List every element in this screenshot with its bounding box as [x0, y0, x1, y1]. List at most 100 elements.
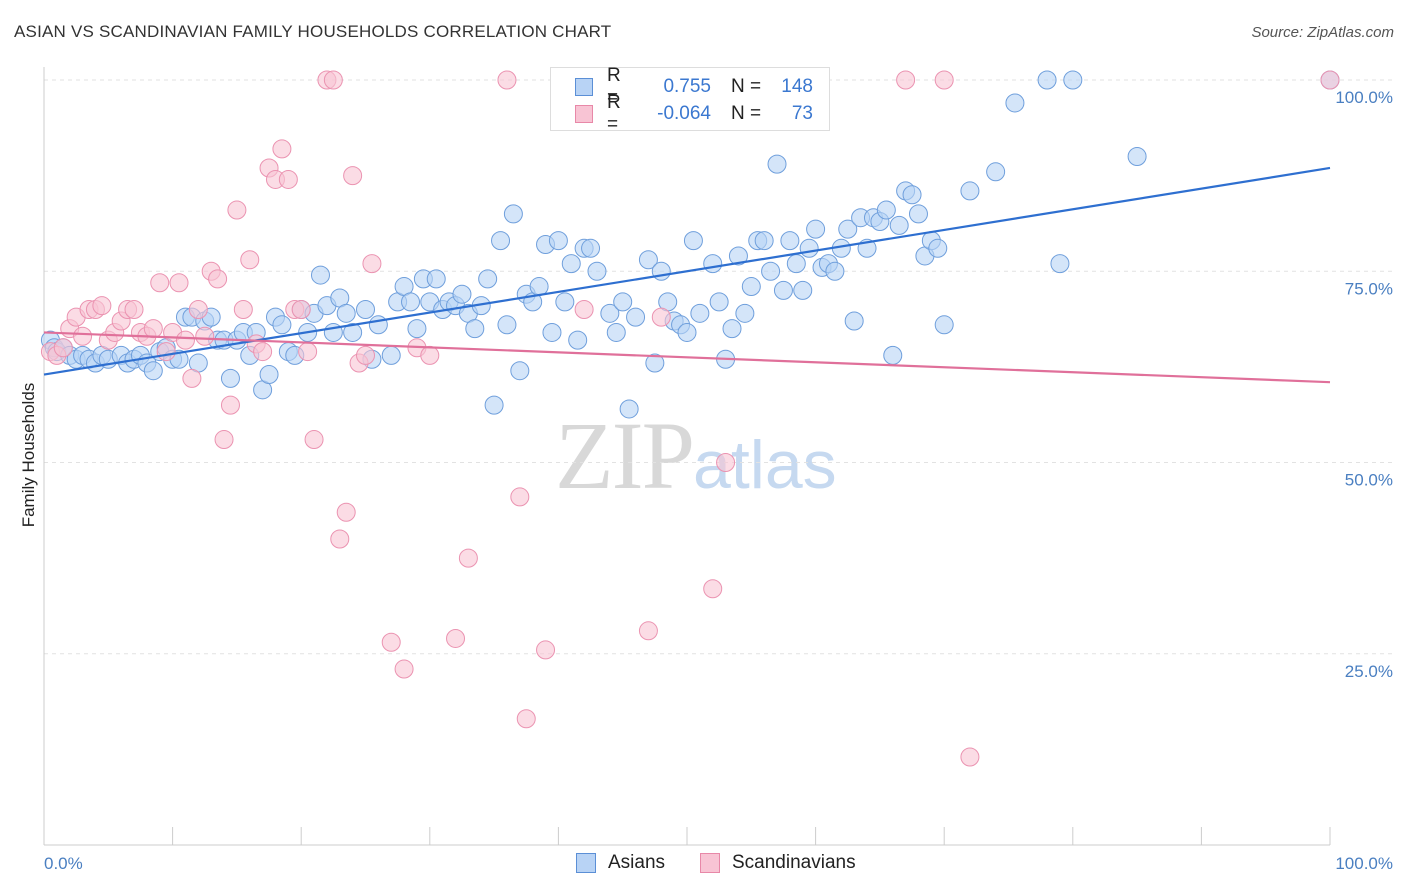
legend-swatch-asians — [575, 78, 593, 96]
scandinavian-point — [574, 300, 594, 319]
asian-point — [677, 322, 697, 342]
asian-point — [690, 303, 710, 323]
asian-point — [606, 322, 626, 342]
asian-point — [587, 261, 607, 281]
asian-point — [793, 280, 813, 300]
asian-point — [542, 322, 562, 342]
y-tick-label: 100.0% — [1335, 88, 1393, 107]
asian-point — [1063, 70, 1083, 90]
scandinavian-point — [240, 250, 260, 270]
y-axis-label: Family Households — [19, 383, 38, 528]
asian-point — [529, 277, 549, 297]
legend-swatch-asians — [576, 853, 596, 873]
asian-point — [806, 219, 826, 239]
scandinavian-point — [356, 345, 375, 365]
asian-point — [272, 315, 292, 335]
scandinavian-point — [497, 70, 517, 90]
asian-point — [613, 292, 633, 312]
series-legend: Asians Scandinavians — [0, 852, 1406, 878]
scandinavian-point — [716, 453, 736, 472]
asian-point — [1127, 147, 1147, 166]
legend-r-value: -0.064 — [657, 103, 711, 124]
scandinavian-point — [896, 70, 916, 90]
scandinavian-point — [150, 273, 170, 293]
asian-point — [876, 200, 896, 220]
scandinavian-point — [336, 502, 356, 522]
scandinavian-point — [214, 430, 234, 450]
scandinavian-point — [233, 300, 253, 319]
asian-point — [465, 319, 485, 339]
scandinavian-point — [1320, 70, 1340, 90]
asian-point — [510, 361, 530, 381]
asian-point — [548, 231, 568, 251]
x-tick-label: 100.0% — [1335, 854, 1393, 873]
scandinavian-point — [208, 269, 228, 289]
asian-point — [426, 269, 446, 289]
scandinavian-point — [536, 640, 556, 660]
asian-point — [555, 292, 575, 312]
scandinavian-point — [143, 319, 163, 339]
asian-point — [651, 261, 671, 281]
scandinavian-point — [394, 659, 414, 679]
asian-point — [728, 246, 748, 266]
scandinavian-point — [195, 326, 215, 346]
scandinavian-point — [169, 273, 189, 293]
scandinavian-point — [510, 487, 530, 507]
scandinavian-point — [362, 254, 382, 274]
y-tick-label: 25.0% — [1345, 662, 1393, 681]
legend-swatch-scandinavians — [700, 853, 720, 873]
asian-point — [407, 319, 427, 339]
scandinavian-point — [227, 200, 247, 220]
asian-point — [722, 319, 742, 339]
scandinavian-point — [298, 342, 318, 362]
asian-point — [761, 261, 781, 281]
asian-point — [356, 300, 375, 319]
asian-point — [780, 231, 800, 251]
asian-point — [735, 303, 755, 323]
asian-point — [683, 231, 703, 251]
y-tick-label: 50.0% — [1345, 471, 1393, 490]
scandinavian-point — [182, 368, 202, 388]
asian-point — [568, 330, 588, 350]
scandinavian-point — [420, 345, 440, 365]
asian-point — [838, 219, 858, 239]
asian-point — [143, 361, 163, 381]
scandinavian-point — [156, 342, 176, 362]
legend-item-scandinavians[interactable]: Scandinavians — [700, 852, 856, 874]
asian-point — [754, 231, 774, 251]
scandinavian-point — [458, 548, 478, 568]
asian-point — [343, 322, 363, 342]
asian-point — [310, 265, 330, 285]
asian-point — [401, 292, 421, 312]
legend-n-value: 73 — [791, 103, 813, 124]
scandinavian-point — [272, 139, 292, 159]
legend-n-value: 148 — [781, 76, 813, 97]
asian-point — [600, 303, 620, 323]
scandinavian-point — [960, 747, 980, 767]
legend-item-asians[interactable]: Asians — [576, 852, 665, 874]
legend-r-label: R = — [607, 92, 621, 135]
legend-row-asians: R = 0.755 N = 148 — [551, 65, 813, 108]
scandinavian-point — [175, 330, 195, 350]
asian-point — [626, 307, 646, 327]
asian-point — [381, 345, 401, 365]
scandinavian-point — [291, 300, 311, 319]
asian-point — [902, 185, 922, 205]
asian-point — [908, 204, 928, 224]
legend-r-value: 0.755 — [663, 76, 711, 97]
asian-point — [709, 292, 729, 312]
asian-point — [368, 315, 388, 335]
asian-point — [259, 365, 279, 385]
asian-point — [825, 261, 845, 281]
asian-point — [844, 311, 864, 331]
y-tick-label: 75.0% — [1345, 279, 1393, 298]
asian-point — [1005, 93, 1025, 113]
chart-title: ASIAN VS SCANDINAVIAN FAMILY HOUSEHOLDS … — [14, 22, 612, 41]
scandinavian-point — [124, 300, 144, 319]
scandinavian-point — [638, 621, 658, 641]
legend-label-asians: Asians — [608, 852, 666, 873]
scandinavian-point — [343, 166, 363, 186]
scandinavian-point — [278, 169, 298, 189]
asian-point — [638, 250, 658, 270]
asian-point — [767, 154, 787, 174]
